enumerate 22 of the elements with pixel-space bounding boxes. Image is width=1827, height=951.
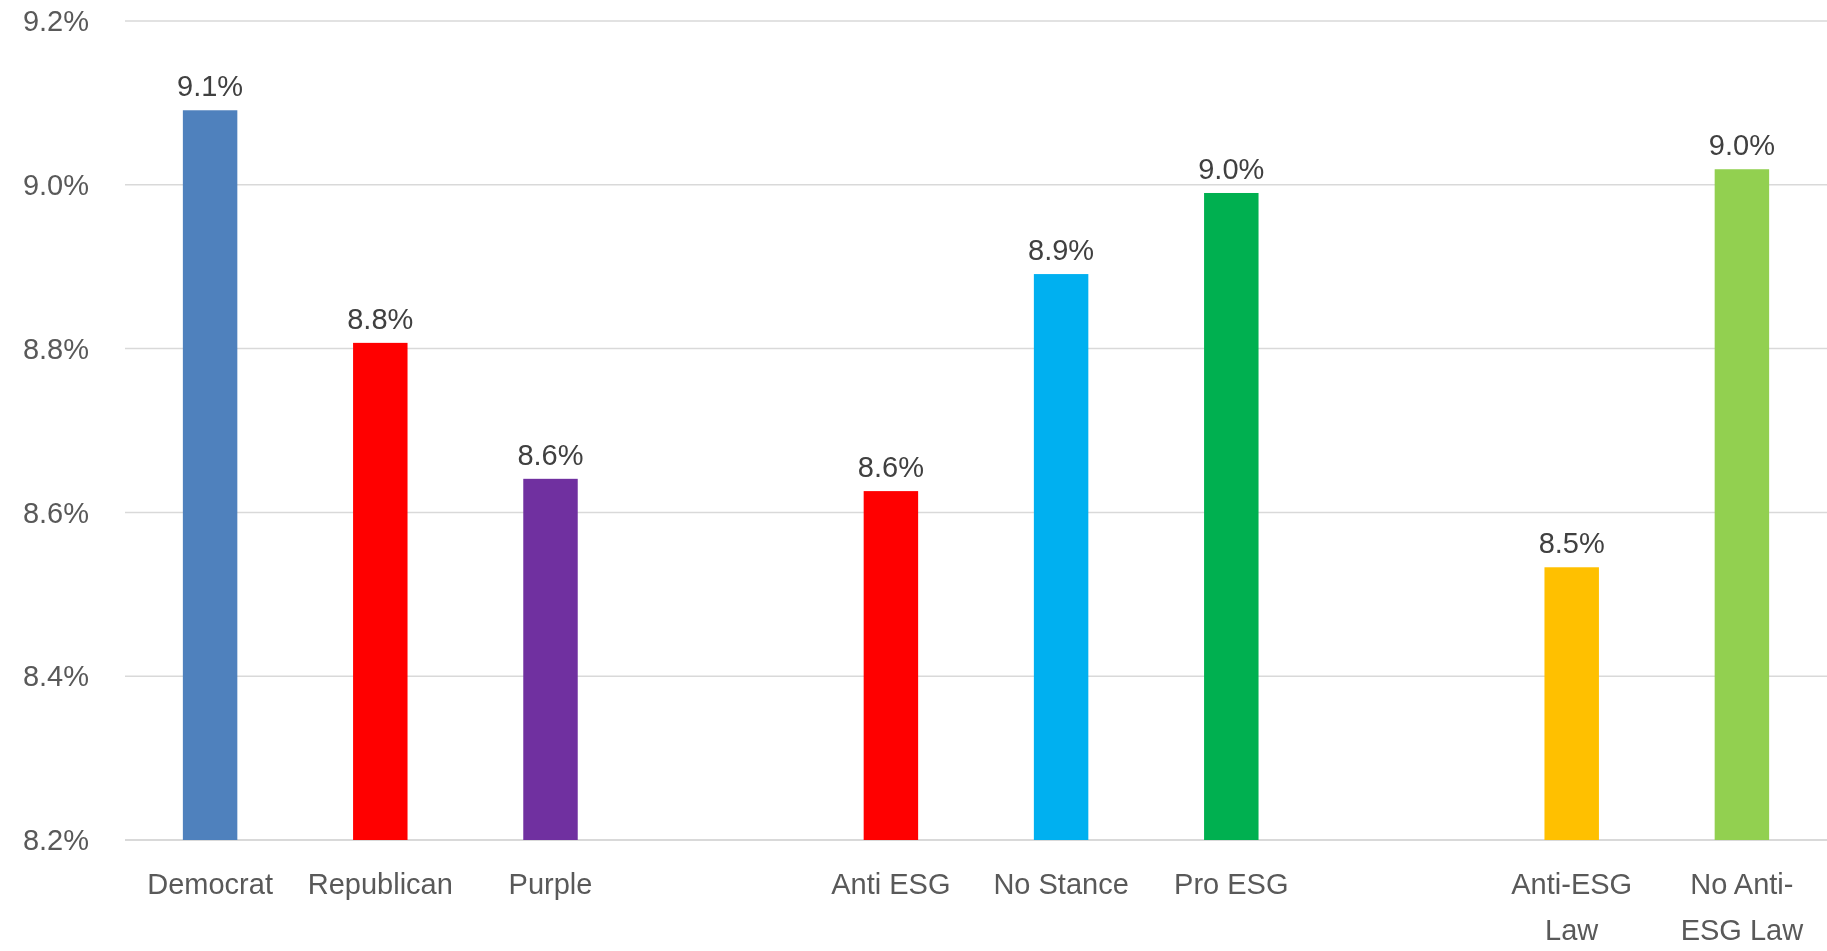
data-label: 9.0% [1198, 152, 1265, 185]
x-tick-label: Democrat [147, 868, 273, 900]
y-tick-label: 8.6% [22, 496, 89, 529]
x-tick-label: Purple [508, 868, 593, 900]
data-label: 8.8% [347, 302, 414, 335]
x-tick-label: Republican [307, 868, 453, 900]
x-tick-label: Pro ESG [1174, 868, 1289, 900]
data-label: 8.6% [517, 438, 584, 471]
data-label: 8.9% [1028, 234, 1095, 267]
data-label: 9.1% [177, 70, 244, 103]
x-tick-label: Anti-ESG Law [1511, 868, 1633, 946]
x-tick-label: No Stance [993, 868, 1129, 900]
data-label: 9.0% [1708, 129, 1775, 162]
y-tick-label: 8.8% [22, 332, 89, 365]
data-label: 8.5% [1538, 527, 1605, 560]
y-tick-label: 8.2% [22, 824, 89, 857]
y-tick-label: 9.2% [22, 5, 89, 38]
y-tick-label: 9.0% [22, 168, 89, 201]
x-tick-label: Anti ESG [831, 868, 951, 900]
data-label: 8.6% [857, 451, 924, 484]
y-tick-label: 8.4% [22, 660, 89, 693]
x-tick-label: No Anti-ESG Law [1680, 868, 1805, 946]
